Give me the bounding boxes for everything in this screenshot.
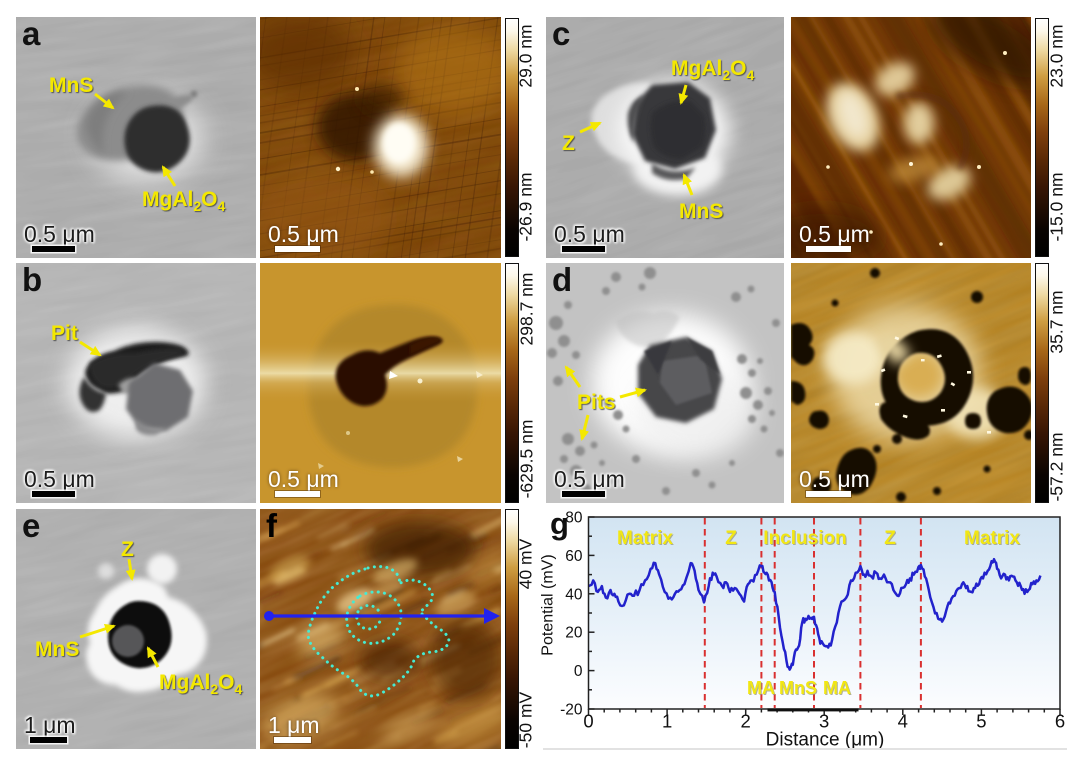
svg-text:3: 3 bbox=[819, 711, 829, 732]
svg-text:Inclusion: Inclusion bbox=[764, 529, 847, 550]
svg-text:Z: Z bbox=[726, 529, 738, 550]
svg-text:-20: -20 bbox=[560, 702, 583, 719]
svg-text:2: 2 bbox=[741, 711, 751, 732]
svg-text:Z: Z bbox=[725, 528, 737, 549]
svg-text:Potential (mV): Potential (mV) bbox=[540, 554, 557, 655]
svg-text:20: 20 bbox=[565, 625, 583, 642]
svg-text:80: 80 bbox=[565, 510, 583, 527]
svg-text:1: 1 bbox=[662, 711, 672, 732]
svg-text:MnS: MnS bbox=[779, 678, 817, 698]
svg-text:Matrix: Matrix bbox=[617, 528, 673, 549]
svg-text:5: 5 bbox=[976, 711, 986, 732]
svg-text:Distance (μm): Distance (μm) bbox=[766, 730, 885, 751]
svg-text:0: 0 bbox=[574, 663, 583, 680]
svg-text:MA: MA bbox=[748, 679, 776, 699]
svg-text:40: 40 bbox=[565, 586, 583, 603]
svg-text:Matrix: Matrix bbox=[965, 529, 1021, 550]
svg-text:Matrix: Matrix bbox=[964, 528, 1020, 549]
svg-text:60: 60 bbox=[565, 548, 583, 565]
svg-text:6: 6 bbox=[1055, 711, 1065, 732]
svg-text:MA: MA bbox=[824, 679, 852, 699]
svg-text:Z: Z bbox=[885, 529, 897, 550]
svg-text:Matrix: Matrix bbox=[618, 529, 674, 550]
svg-text:MA: MA bbox=[823, 678, 851, 698]
svg-text:MA: MA bbox=[747, 678, 775, 698]
svg-text:MnS: MnS bbox=[780, 679, 818, 699]
svg-text:4: 4 bbox=[898, 711, 908, 732]
svg-text:Z: Z bbox=[884, 528, 896, 549]
svg-text:0: 0 bbox=[583, 711, 593, 732]
svg-text:Inclusion: Inclusion bbox=[763, 528, 846, 549]
